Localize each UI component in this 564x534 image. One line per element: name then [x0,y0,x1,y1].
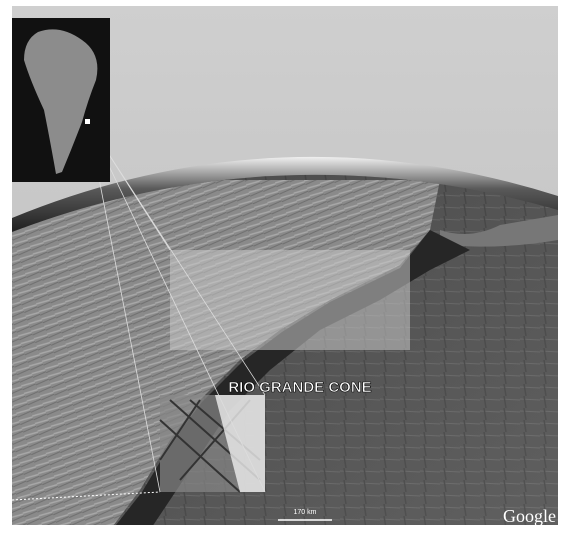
scale-label: 170 km [294,509,317,516]
land-right [440,215,558,247]
overlay-tile [170,250,410,350]
bright-patch [215,395,265,492]
inset-connectors [87,121,266,493]
atmosphere [12,156,558,236]
south-america [24,29,98,175]
globe [12,174,558,525]
shelf [112,230,470,525]
inset-marker [85,119,90,124]
feature-label: RIO GRANDE CONE [228,379,371,396]
attribution: Google [503,506,556,526]
dotted-line [11,491,161,501]
